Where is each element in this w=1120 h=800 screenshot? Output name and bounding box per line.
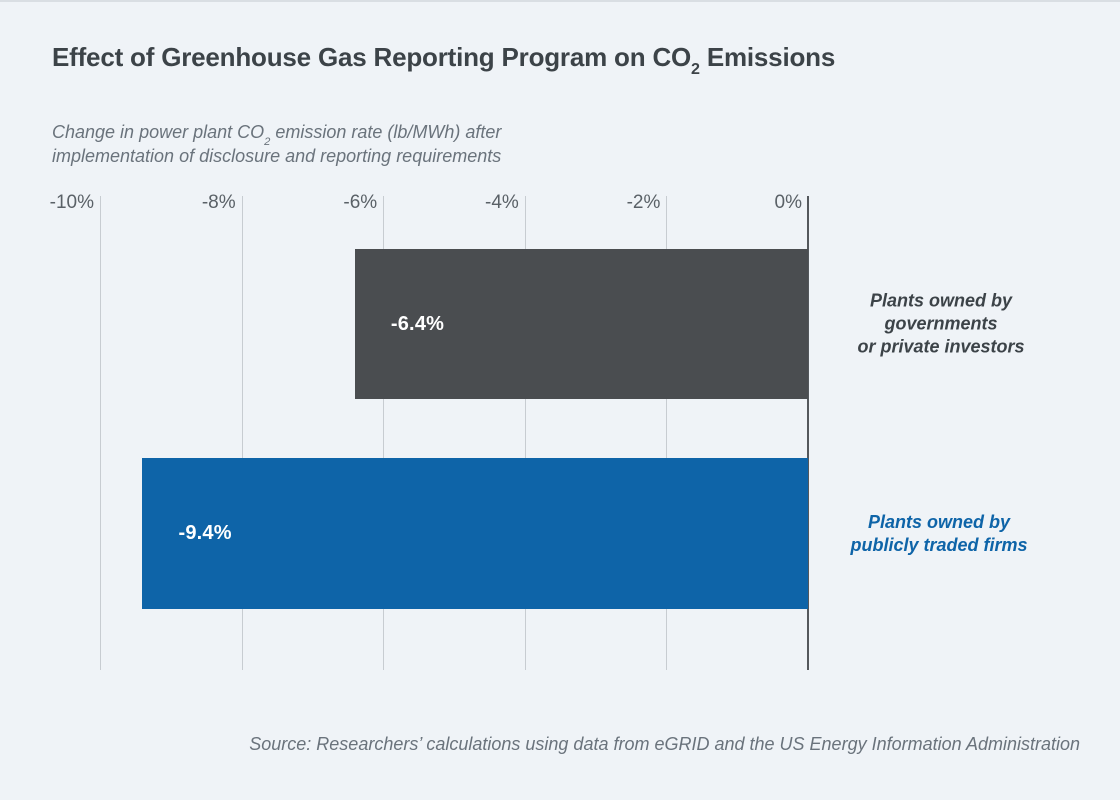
category-label-line: Plants owned by [869,290,1013,311]
x-tick-label: -4% [485,192,519,213]
subtitle-subscript: 2 [264,135,271,148]
category-label-governments-private-investors: Plants owned by governments or private i… [857,290,1024,359]
gridline [666,196,668,670]
bar-value-label: -9.4% [178,522,232,544]
gridline [241,196,243,670]
title-text: Effect of Greenhouse Gas Reporting Progr… [52,42,692,72]
x-tick-label: -8% [201,192,236,213]
chart-subtitle: Change in power plant CO2 emission rate … [52,120,501,168]
bar-publicly-traded-firms: -9.4% [142,458,808,609]
category-label-line: Plants owned by [867,512,1011,532]
subtitle-line2: implementation of disclosure and reporti… [52,146,502,166]
source-note: Source: Researchers’ calculations using … [249,734,1080,754]
category-label-line: or private investors [857,336,1025,357]
bar-value-label: -6.4% [390,312,445,335]
title-text-suffix: Emissions [699,42,836,72]
gridline [383,196,385,670]
subtitle-line1-suffix: emission rate (lb/MWh) after [270,122,502,142]
page-title: Effect of Greenhouse Gas Reporting Progr… [52,42,836,77]
x-tick-label: 0% [774,192,802,213]
category-label-publicly-traded-firms: Plants owned by publicly traded firms [850,511,1027,557]
x-tick-label: -10% [49,192,94,213]
category-label-line: governments [884,313,998,334]
bar-governments-private-investors: -6.4% [354,249,808,399]
zero-axis-line [807,196,809,670]
subtitle-line1: Change in power plant CO [52,122,265,142]
x-tick-label: -6% [343,192,378,213]
category-label-line: publicly traded firms [850,535,1028,555]
gridline [100,196,101,670]
title-subscript: 2 [691,60,700,79]
gridline [524,196,526,670]
x-tick-label: -2% [626,192,661,213]
